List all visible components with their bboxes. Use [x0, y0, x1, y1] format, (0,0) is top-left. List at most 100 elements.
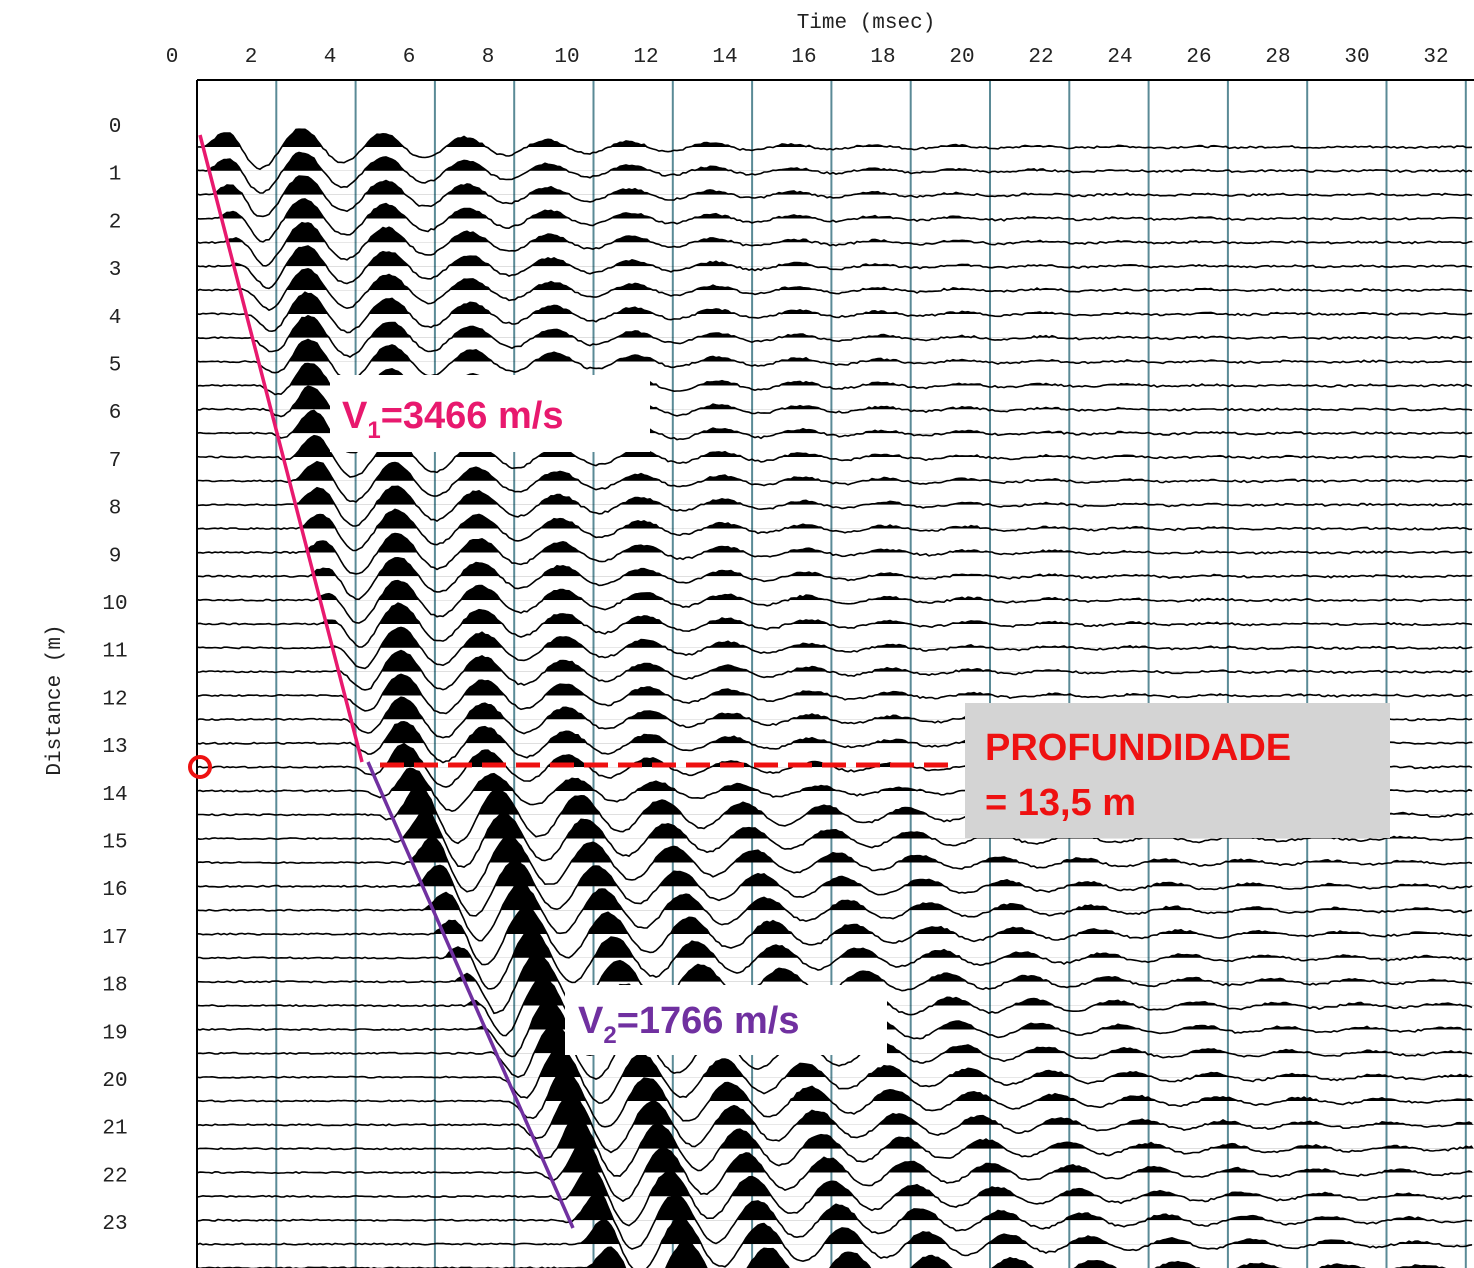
trace — [196, 128, 1473, 171]
trace-fill — [197, 315, 1471, 338]
v1-label: V1=3466 m/s — [342, 395, 563, 444]
y-tick-label: 17 — [102, 927, 127, 950]
trace — [196, 1191, 1473, 1250]
x-tick-label: 14 — [712, 46, 737, 69]
y-tick-label: 22 — [102, 1165, 127, 1188]
y-tick-label: 14 — [102, 784, 127, 807]
v2-box — [565, 985, 887, 1055]
y-tick-label: 5 — [109, 355, 122, 378]
trace — [196, 1093, 1473, 1154]
trace-fill — [197, 410, 1474, 434]
v2-text: =1766 m/s — [617, 1000, 800, 1042]
y-tick-label: 0 — [109, 116, 122, 139]
y-tick-label: 8 — [109, 498, 122, 521]
trace-fill — [197, 461, 1474, 481]
trace-fill — [197, 1140, 1474, 1173]
trace — [196, 579, 1473, 624]
x-axis-label: Time (msec) — [797, 12, 936, 35]
depth-box — [965, 703, 1390, 838]
trace-fill — [197, 930, 1474, 958]
y-tick-label: 2 — [109, 211, 122, 234]
trace — [196, 1164, 1473, 1227]
y-tick-label: 3 — [109, 259, 122, 282]
x-tick-label: 18 — [870, 46, 895, 69]
y-tick-label: 23 — [102, 1213, 127, 1236]
trace-fill — [197, 363, 1474, 386]
y-tick-label: 15 — [102, 832, 127, 855]
v1-subscript: 1 — [367, 417, 380, 444]
trace — [196, 1023, 1473, 1080]
trace — [196, 267, 1473, 312]
trace-fill — [197, 810, 1474, 839]
trace-fill — [197, 836, 1474, 863]
x-tick-label: 24 — [1107, 46, 1132, 69]
trace — [196, 649, 1473, 691]
y-axis-label: Distance (m) — [44, 624, 67, 775]
x-tick-label: 16 — [791, 46, 816, 69]
x-tick-label: 10 — [554, 46, 579, 69]
trace-fill — [197, 1192, 1474, 1221]
trace — [196, 338, 1473, 382]
y-tick-label: 19 — [102, 1022, 127, 1045]
y-tick-label: 9 — [109, 545, 122, 568]
v2-symbol: V — [578, 1000, 604, 1042]
x-tick-label: 22 — [1028, 46, 1053, 69]
trace — [196, 532, 1473, 575]
trace-fill — [197, 906, 1450, 935]
trace — [196, 291, 1473, 334]
trace — [197, 929, 1473, 990]
y-tick-label: 16 — [102, 879, 127, 902]
trace — [196, 1240, 1446, 1268]
trace — [196, 906, 1473, 966]
x-tick-label: 30 — [1344, 46, 1369, 69]
trace — [196, 626, 1473, 670]
y-tick-label: 18 — [102, 975, 127, 998]
trace-fill — [197, 533, 1474, 553]
trace — [196, 1139, 1473, 1203]
trace — [196, 175, 1473, 218]
y-tick-label: 4 — [109, 307, 122, 330]
trace-fill — [197, 386, 1474, 410]
x-tick-label: 26 — [1186, 46, 1211, 69]
y-tick-label: 1 — [109, 164, 122, 187]
trace — [196, 151, 1473, 194]
trace — [196, 1046, 1473, 1104]
v1-symbol: V — [342, 395, 368, 437]
depth-line2: = 13,5 m — [985, 782, 1136, 824]
v1-text: =3466 m/s — [381, 395, 564, 437]
x-tick-label: 0 — [166, 46, 179, 69]
traces — [196, 128, 1474, 1268]
trace — [196, 556, 1473, 601]
trace-fill — [197, 557, 1474, 577]
trace — [196, 485, 1473, 527]
trace-fill — [197, 580, 1474, 601]
trace-fill — [197, 883, 1474, 911]
trace-fill — [197, 292, 1474, 314]
depth-marker — [188, 755, 212, 779]
v2-subscript: 2 — [603, 1022, 616, 1049]
x-tick-label: 6 — [403, 46, 416, 69]
x-ticks: 0 2 4 6 8 10 12 14 16 18 20 22 24 26 28 30 32 — [166, 46, 1449, 69]
trace — [196, 221, 1473, 267]
trace — [196, 508, 1472, 552]
trace-fill — [197, 1165, 1474, 1197]
trace-fill — [197, 509, 1474, 529]
x-tick-label: 2 — [245, 46, 258, 69]
trace-fill — [197, 486, 1474, 505]
trace — [196, 673, 1473, 715]
trace-fill — [197, 339, 1461, 362]
y-tick-label: 13 — [102, 736, 127, 759]
y-tick-label: 11 — [102, 641, 127, 664]
y-tick-label: 20 — [102, 1070, 127, 1093]
x-tick-label: 8 — [482, 46, 495, 69]
trace — [196, 1116, 1473, 1177]
x-tick-label: 32 — [1423, 46, 1448, 69]
x-tick-label: 12 — [633, 46, 658, 69]
v1-line — [198, 134, 364, 763]
v2-label: V2=1766 m/s — [578, 1000, 799, 1049]
trace — [197, 460, 1472, 503]
grid — [196, 79, 1474, 1268]
trace — [196, 859, 1473, 917]
depth-line1: PROFUNDIDADE — [985, 727, 1291, 769]
